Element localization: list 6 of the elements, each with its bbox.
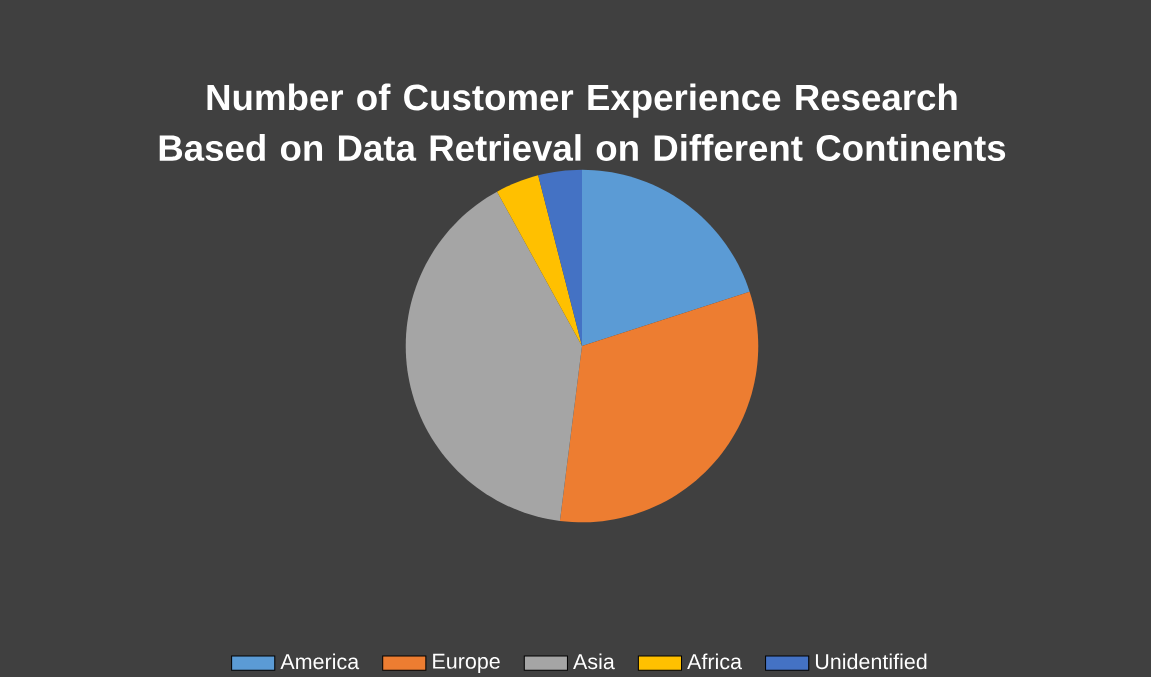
chart-title: Number of Customer Experience Research Based on Data Retrieval on Different Continents (159, 83, 1006, 162)
legend-label: Africa (687, 653, 742, 670)
legend-label: Unidentified (815, 653, 927, 670)
legend-label: America (280, 653, 360, 670)
legend-label: Asia (573, 653, 615, 670)
legend-label: Europe (433, 653, 500, 674)
